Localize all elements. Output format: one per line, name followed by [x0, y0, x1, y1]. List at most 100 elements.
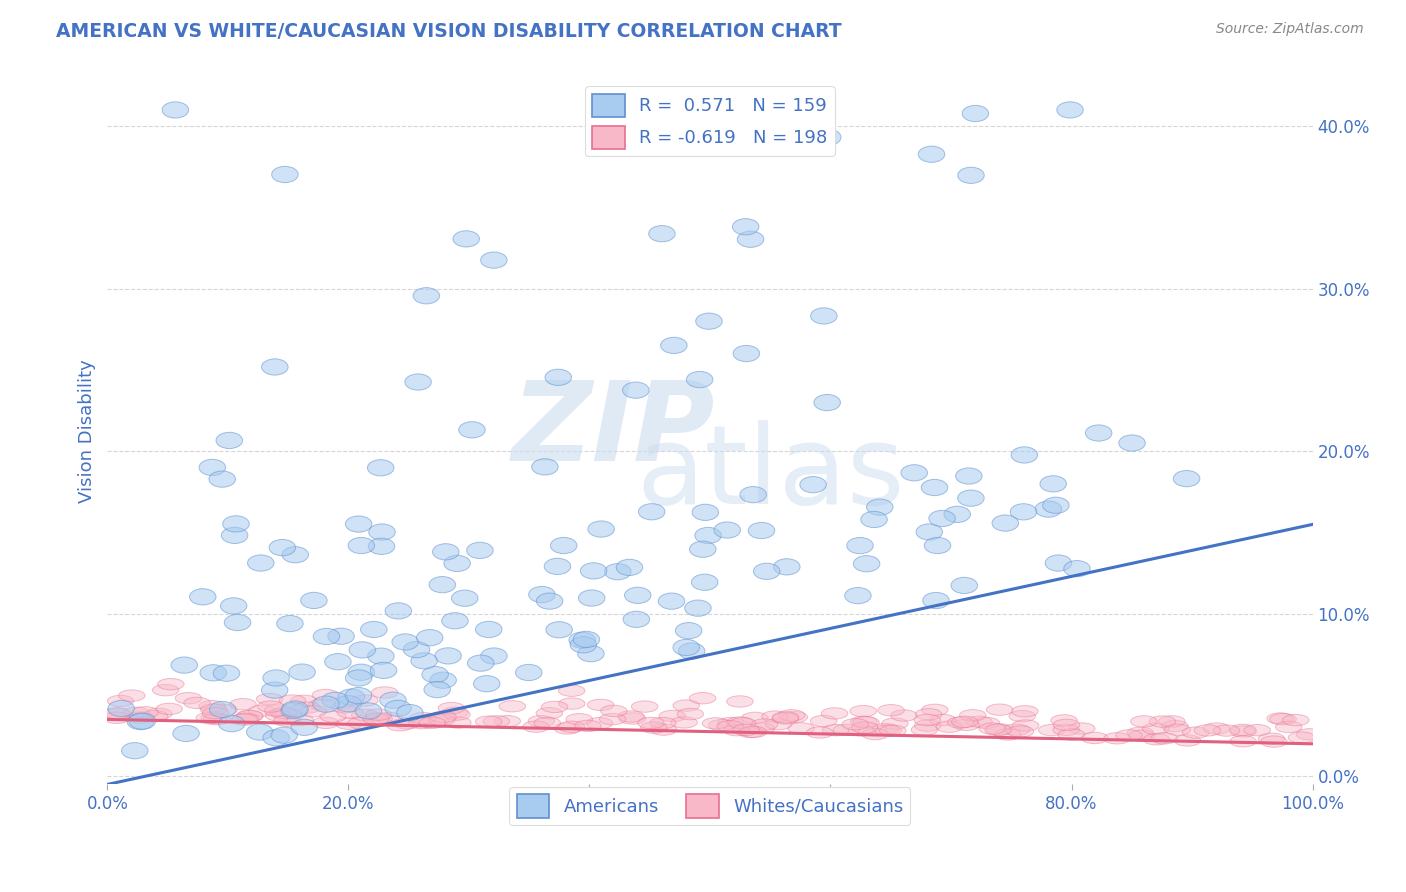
Ellipse shape — [439, 702, 464, 714]
Ellipse shape — [536, 593, 562, 609]
Ellipse shape — [914, 720, 941, 731]
Ellipse shape — [531, 458, 558, 475]
Text: ZIP: ZIP — [512, 377, 716, 484]
Ellipse shape — [211, 704, 238, 715]
Ellipse shape — [356, 703, 381, 719]
Legend: Americans, Whites/Caucasians: Americans, Whites/Caucasians — [509, 788, 911, 825]
Ellipse shape — [314, 628, 340, 645]
Ellipse shape — [1130, 715, 1157, 727]
Ellipse shape — [108, 700, 135, 716]
Ellipse shape — [104, 707, 129, 719]
Ellipse shape — [558, 721, 585, 732]
Ellipse shape — [375, 713, 402, 723]
Ellipse shape — [779, 710, 806, 721]
Ellipse shape — [256, 693, 283, 705]
Ellipse shape — [619, 713, 645, 724]
Ellipse shape — [263, 730, 290, 746]
Ellipse shape — [623, 611, 650, 627]
Ellipse shape — [661, 337, 688, 353]
Ellipse shape — [599, 714, 626, 725]
Ellipse shape — [1081, 732, 1108, 744]
Ellipse shape — [921, 704, 948, 715]
Ellipse shape — [1275, 722, 1302, 732]
Ellipse shape — [249, 705, 276, 716]
Ellipse shape — [218, 715, 245, 731]
Ellipse shape — [1152, 732, 1177, 744]
Ellipse shape — [173, 725, 200, 741]
Ellipse shape — [717, 717, 744, 729]
Ellipse shape — [1296, 729, 1323, 740]
Ellipse shape — [1204, 723, 1230, 734]
Ellipse shape — [429, 576, 456, 593]
Ellipse shape — [152, 684, 179, 696]
Ellipse shape — [952, 716, 979, 728]
Ellipse shape — [567, 714, 592, 725]
Ellipse shape — [1039, 724, 1066, 736]
Ellipse shape — [274, 715, 299, 726]
Text: AMERICAN VS WHITE/CAUCASIAN VISION DISABILITY CORRELATION CHART: AMERICAN VS WHITE/CAUCASIAN VISION DISAB… — [56, 22, 842, 41]
Ellipse shape — [800, 476, 827, 492]
Ellipse shape — [1143, 733, 1170, 745]
Ellipse shape — [950, 577, 977, 593]
Ellipse shape — [1040, 475, 1067, 492]
Ellipse shape — [1064, 560, 1090, 577]
Ellipse shape — [201, 713, 228, 723]
Ellipse shape — [312, 690, 339, 701]
Ellipse shape — [288, 664, 315, 681]
Ellipse shape — [301, 592, 328, 608]
Ellipse shape — [554, 723, 581, 734]
Ellipse shape — [692, 574, 718, 591]
Ellipse shape — [641, 722, 666, 733]
Ellipse shape — [352, 709, 378, 721]
Ellipse shape — [846, 538, 873, 554]
Ellipse shape — [481, 252, 508, 268]
Ellipse shape — [433, 544, 458, 560]
Ellipse shape — [695, 527, 721, 543]
Ellipse shape — [264, 705, 291, 716]
Ellipse shape — [270, 707, 297, 719]
Ellipse shape — [853, 556, 880, 572]
Ellipse shape — [299, 706, 326, 717]
Ellipse shape — [724, 724, 751, 736]
Ellipse shape — [1143, 723, 1168, 734]
Ellipse shape — [225, 615, 250, 631]
Ellipse shape — [862, 729, 889, 739]
Ellipse shape — [787, 723, 814, 734]
Ellipse shape — [617, 711, 644, 723]
Ellipse shape — [312, 717, 339, 729]
Ellipse shape — [294, 702, 321, 714]
Ellipse shape — [190, 589, 217, 605]
Ellipse shape — [986, 723, 1012, 735]
Ellipse shape — [523, 721, 550, 732]
Ellipse shape — [962, 105, 988, 121]
Ellipse shape — [217, 433, 243, 449]
Ellipse shape — [696, 313, 723, 329]
Ellipse shape — [848, 724, 875, 736]
Ellipse shape — [335, 696, 361, 712]
Ellipse shape — [231, 714, 257, 725]
Ellipse shape — [730, 717, 756, 729]
Ellipse shape — [673, 640, 699, 656]
Ellipse shape — [481, 648, 508, 665]
Ellipse shape — [221, 598, 247, 614]
Ellipse shape — [202, 707, 229, 719]
Ellipse shape — [773, 558, 800, 575]
Ellipse shape — [429, 714, 456, 725]
Ellipse shape — [409, 717, 436, 729]
Ellipse shape — [1069, 723, 1095, 734]
Ellipse shape — [754, 563, 780, 580]
Ellipse shape — [444, 556, 471, 572]
Ellipse shape — [1230, 726, 1257, 737]
Ellipse shape — [727, 696, 754, 707]
Ellipse shape — [1159, 715, 1185, 727]
Ellipse shape — [328, 628, 354, 644]
Ellipse shape — [751, 719, 778, 731]
Ellipse shape — [247, 555, 274, 571]
Ellipse shape — [765, 718, 792, 730]
Ellipse shape — [733, 219, 759, 235]
Ellipse shape — [1164, 724, 1191, 735]
Ellipse shape — [623, 382, 650, 399]
Ellipse shape — [984, 724, 1011, 736]
Ellipse shape — [914, 714, 941, 726]
Ellipse shape — [872, 723, 898, 735]
